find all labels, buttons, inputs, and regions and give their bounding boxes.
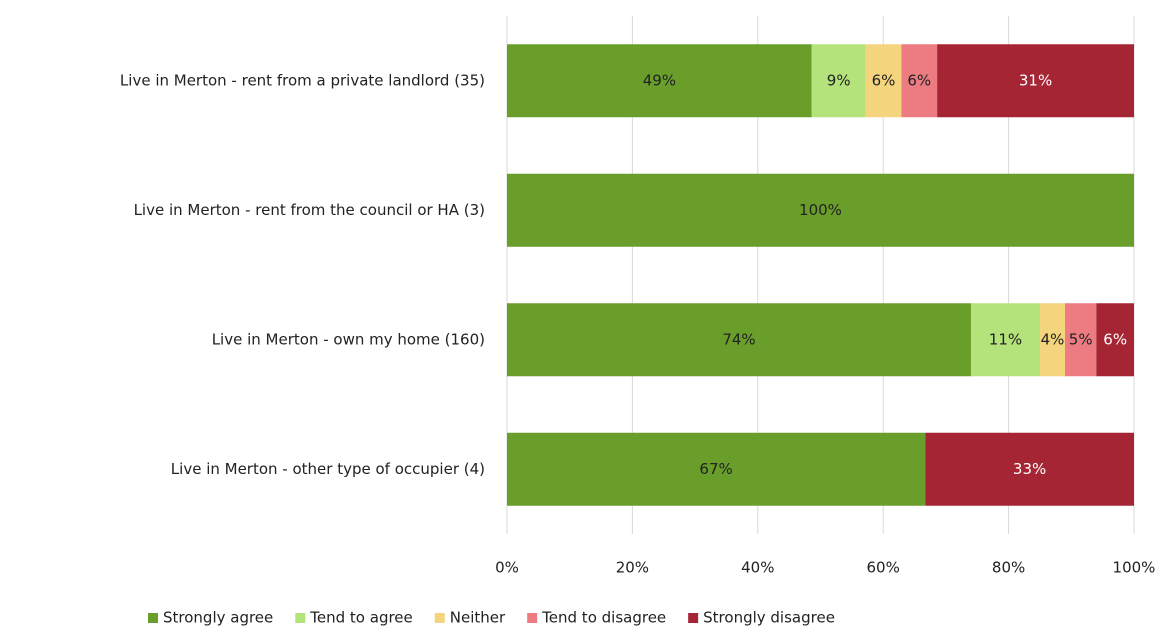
legend-swatch [688, 613, 699, 623]
data-label: 4% [1041, 330, 1065, 348]
data-label: 67% [699, 460, 732, 478]
x-tick-label: 80% [992, 559, 1025, 577]
legend-label: Strongly agree [163, 609, 273, 627]
category-label: Live in Merton - rent from the council o… [134, 201, 485, 219]
data-label: 100% [799, 201, 842, 219]
category-label: Live in Merton - own my home (160) [212, 330, 485, 348]
data-label: 5% [1069, 330, 1093, 348]
data-label: 74% [722, 330, 755, 348]
x-tick-label: 60% [867, 559, 900, 577]
category-label: Live in Merton - other type of occupier … [171, 460, 485, 478]
data-label: 6% [872, 71, 896, 89]
legend-label: Strongly disagree [703, 609, 835, 627]
category-label: Live in Merton - rent from a private lan… [120, 71, 485, 89]
bar-segment [865, 44, 902, 118]
data-label: 33% [1013, 460, 1046, 478]
legend-swatch [527, 613, 538, 623]
data-label: 31% [1019, 71, 1052, 89]
x-tick-label: 100% [1113, 559, 1156, 577]
x-tick-label: 0% [495, 559, 519, 577]
legend-swatch [434, 613, 445, 623]
bar-segment [925, 432, 1134, 506]
data-label: 6% [907, 71, 931, 89]
x-tick-label: 40% [741, 559, 774, 577]
bar-segment [1065, 303, 1097, 377]
legend-label: Tend to agree [309, 609, 412, 627]
data-label: 9% [827, 71, 851, 89]
bar-segment [507, 303, 971, 377]
x-tick-label: 20% [616, 559, 649, 577]
bar-segment [970, 303, 1040, 377]
bar-segment [811, 44, 866, 118]
bar-segment [507, 173, 1134, 247]
bar-segment [507, 44, 812, 118]
bar-segment [1039, 303, 1066, 377]
legend-label: Neither [450, 609, 506, 627]
legend-swatch [148, 613, 158, 623]
data-label: 11% [989, 330, 1022, 348]
data-label: 6% [1103, 330, 1127, 348]
legend-swatch [295, 613, 306, 623]
bar-segment [937, 44, 1134, 118]
bar-segment [507, 432, 926, 506]
legend-label: Tend to disagree [541, 609, 666, 627]
bar-segment [901, 44, 938, 118]
data-label: 49% [643, 71, 676, 89]
bar-segment [1096, 303, 1134, 377]
